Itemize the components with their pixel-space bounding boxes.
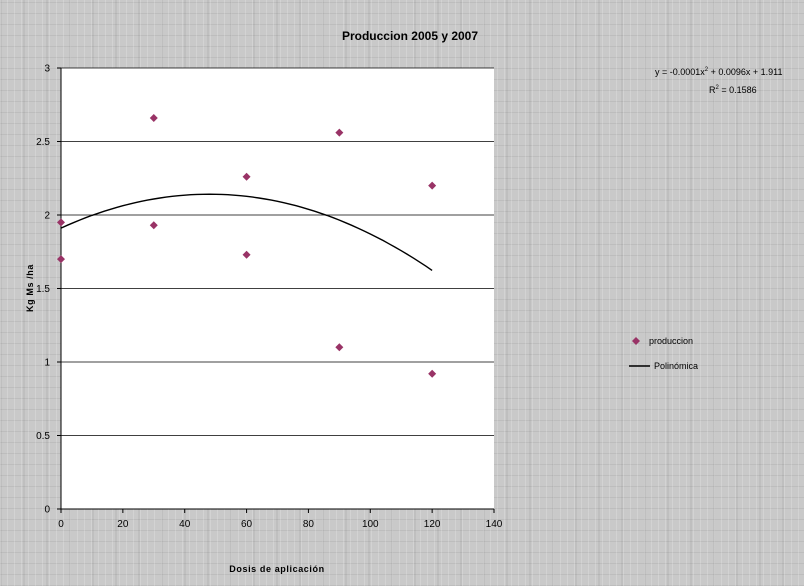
x-tick-label: 0 [58,519,64,530]
legend-label-produccion: produccion [649,336,693,346]
x-tick-label: 20 [117,519,129,530]
x-ticks: 0 20 40 60 80 100 120 140 [58,509,503,530]
y-tick-label: 0 [44,505,50,516]
x-tick-label: 140 [486,519,503,530]
y-tick-label: 3 [44,64,50,75]
y-tick-label: 1.5 [36,284,50,295]
data-point [149,113,158,122]
legend: produccion Polinómica [629,336,698,371]
trend-equation: y = -0.0001x2 + 0.0096x + 1.911 [655,67,783,77]
data-point [335,128,344,137]
data-points [57,113,437,378]
data-point [335,343,344,352]
data-point [149,221,158,230]
data-point [242,172,251,181]
data-point [428,181,437,190]
trendline-curve [60,193,433,271]
legend-marker-produccion [632,337,640,345]
y-tick-label: 1 [44,358,50,369]
chart-title: Produccion 2005 y 2007 [342,29,478,43]
legend-label-polinomica: Polinómica [654,361,698,371]
data-point [57,255,65,264]
x-axis-label: Dosis de aplicación [229,564,324,574]
x-tick-label: 100 [362,519,379,530]
gridlines [61,67,494,436]
y-tick-label: 2.5 [36,137,50,148]
trend-r-squared: R2 = 0.1586 [709,85,757,95]
y-axis-label: Kg Ms /ha [25,264,35,312]
x-tick-label: 60 [241,519,253,530]
x-tick-label: 80 [303,519,315,530]
data-point [242,250,251,259]
x-tick-label: 40 [179,519,191,530]
y-tick-label: 0.5 [36,431,50,442]
y-ticks: 0 0.5 1 1.5 2 2.5 3 [36,64,61,516]
data-point [57,218,65,227]
y-tick-label: 2 [44,211,50,222]
data-point [428,369,437,378]
x-tick-label: 120 [424,519,441,530]
